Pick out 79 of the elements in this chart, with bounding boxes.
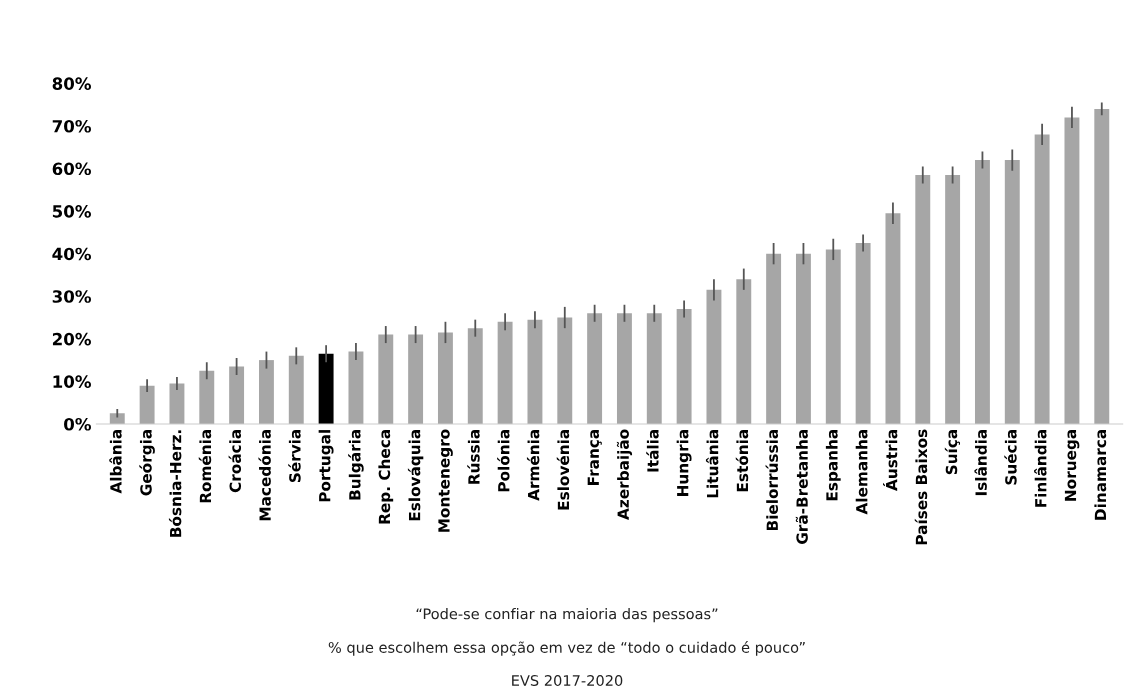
x-tick-label: Geórgia [139,430,155,496]
y-tick-label: 0% [64,417,91,431]
x-tick-label: Estónia [735,430,749,492]
x-tick-label: Arménia [526,430,540,501]
text: EVS 2017-2020 [512,675,623,687]
x-tick-label: Grã-Bretanha [795,430,808,544]
bar [169,383,185,424]
bar [676,309,692,424]
bar [557,317,573,424]
x-tick-label: Rússia [467,430,480,484]
y-tick-label: 80% [52,77,91,90]
bar [915,174,931,424]
x-tick-label: Rep. Checa [378,430,394,524]
bar [646,313,662,424]
x-tick-label: Portugal [318,430,334,502]
x-tick-label: Montenegro [438,429,453,532]
x-tick-label: Bósnia-Herz. [168,430,182,537]
y-tick-label: 50% [52,205,91,218]
x-tick-label: Suíça [944,430,961,475]
x-tick-label: Suécia [1004,430,1017,485]
x-tick-label: Hungria [676,430,692,496]
x-tick-label: França [587,430,602,485]
x-tick-label: Sérvia [288,430,301,483]
x-tick-label: Bielorrússia [765,430,779,531]
y-tick-label: 20% [52,332,91,346]
bar [229,366,245,424]
bar [199,370,215,424]
bar [885,213,901,424]
x-tick-label: Eslováquia [407,430,424,521]
y-tick-label: 70% [52,119,91,133]
y-tick-label: 60% [52,162,91,176]
x-tick-label: Países Baixos [914,429,928,545]
x-tick-label: Espanha [825,430,841,501]
bar [437,332,453,424]
x-tick-label: Finlândia [1034,430,1047,507]
x-tick-label: Croácia [228,430,242,493]
x-tick-label: Itália [646,430,659,472]
bar [1034,134,1050,424]
x-tick-label: Lituânia [705,430,719,498]
bar [1004,160,1020,424]
y-tick-label: 40% [52,247,91,261]
x-tick-label: Roménia [198,430,212,503]
bar [527,319,543,424]
bar [1064,117,1080,424]
x-tick-label: Noruega [1064,430,1080,501]
bar [288,355,304,424]
bar [587,313,603,424]
bar [736,279,752,424]
x-tick-label: Bulgária [348,430,364,500]
bar [467,328,483,424]
x-tick-label: Áustria [883,430,898,491]
x-tick-label: Polónia [497,430,510,492]
y-tick-label: 30% [52,290,91,303]
bar [795,253,811,424]
text: % que escolhem essa opção em vez de “todo o cuidado é pouco” [328,641,805,656]
bar [1094,108,1110,424]
bar [258,360,274,424]
text: “Pode-se confiar na maioria das pessoas” [416,608,718,623]
bar [616,313,632,424]
x-tick-label: Islândia [974,430,987,496]
bar [378,334,394,424]
bar [766,253,782,424]
bar [497,321,513,424]
bar [974,160,990,424]
bar [945,174,961,424]
bar [139,385,155,424]
x-tick-label: Albânia [109,430,122,494]
x-tick-label: Dinamarca [1094,430,1107,520]
x-tick-label: Eslovénia [556,430,570,510]
bar [348,351,364,424]
x-tick-label: Macedónia [258,430,271,521]
bar [855,243,871,424]
x-tick-label: Azerbaijão [616,429,633,520]
bar [706,289,722,424]
bar [825,249,841,424]
bar [408,334,424,424]
y-tick-label: 10% [53,375,91,388]
x-tick-label: Alemanha [855,430,868,515]
bar [318,353,334,424]
